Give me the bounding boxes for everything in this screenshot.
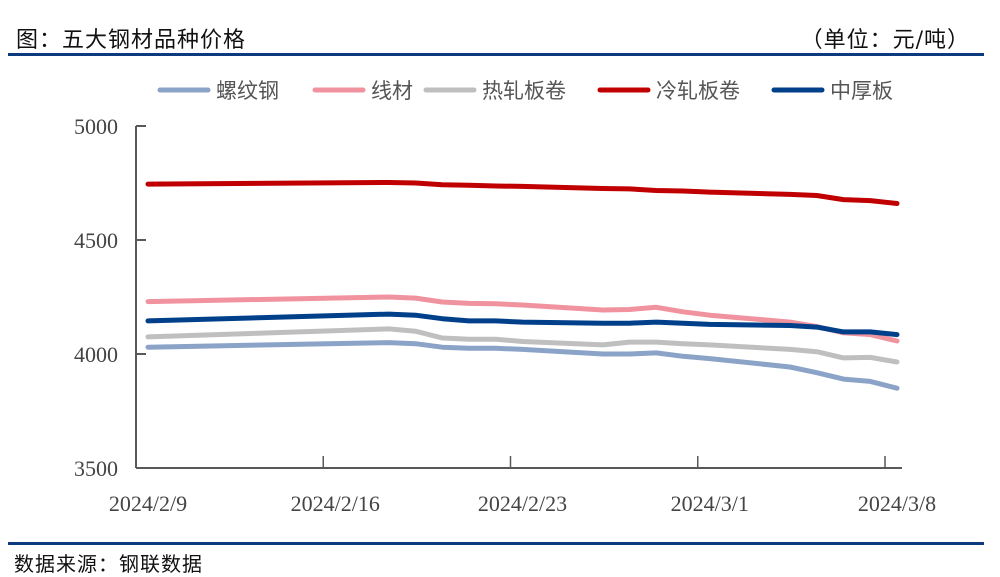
x-tick-label: 2024/2/16 [291, 491, 380, 516]
unit-label: （单位：元/吨） [800, 28, 970, 53]
series-lines [145, 180, 900, 391]
chart-header: 图：五大钢材品种价格 （单位：元/吨） [8, 22, 984, 54]
y-tick-label: 4000 [74, 342, 118, 367]
axes: 3500 4000 4500 5000 2024/2/9 2024/2/16 2024/2/… [74, 114, 936, 516]
legend-label: 热轧板卷 [482, 79, 566, 103]
legend-label: 中厚板 [830, 79, 893, 103]
series-line [145, 180, 900, 206]
y-tick-label: 4500 [74, 228, 118, 253]
legend-label: 螺纹钢 [216, 79, 279, 103]
legend-label: 冷轧板卷 [656, 79, 740, 103]
bottom-divider [8, 542, 984, 545]
series-line [145, 311, 900, 338]
x-tick-label: 2024/2/9 [109, 491, 187, 516]
series-line [145, 340, 900, 391]
legend-label: 线材 [371, 79, 413, 103]
x-tick-label: 2024/2/23 [478, 491, 567, 516]
x-tick-label: 2024/3/1 [671, 491, 749, 516]
legend: 螺纹钢 线材 热轧板卷 冷轧板卷 中厚板 [157, 79, 893, 103]
top-divider [8, 53, 984, 56]
y-tick-label: 3500 [74, 456, 118, 481]
series-line [145, 326, 900, 365]
y-tick-label: 5000 [74, 114, 118, 139]
x-tick-label: 2024/3/8 [858, 491, 936, 516]
line-chart: 螺纹钢 线材 热轧板卷 冷轧板卷 中厚板 3500 4000 4500 5000 2024/2/… [74, 79, 936, 516]
data-source: 数据来源：钢联数据 [14, 552, 203, 576]
chart-title: 图：五大钢材品种价格 [16, 28, 247, 53]
